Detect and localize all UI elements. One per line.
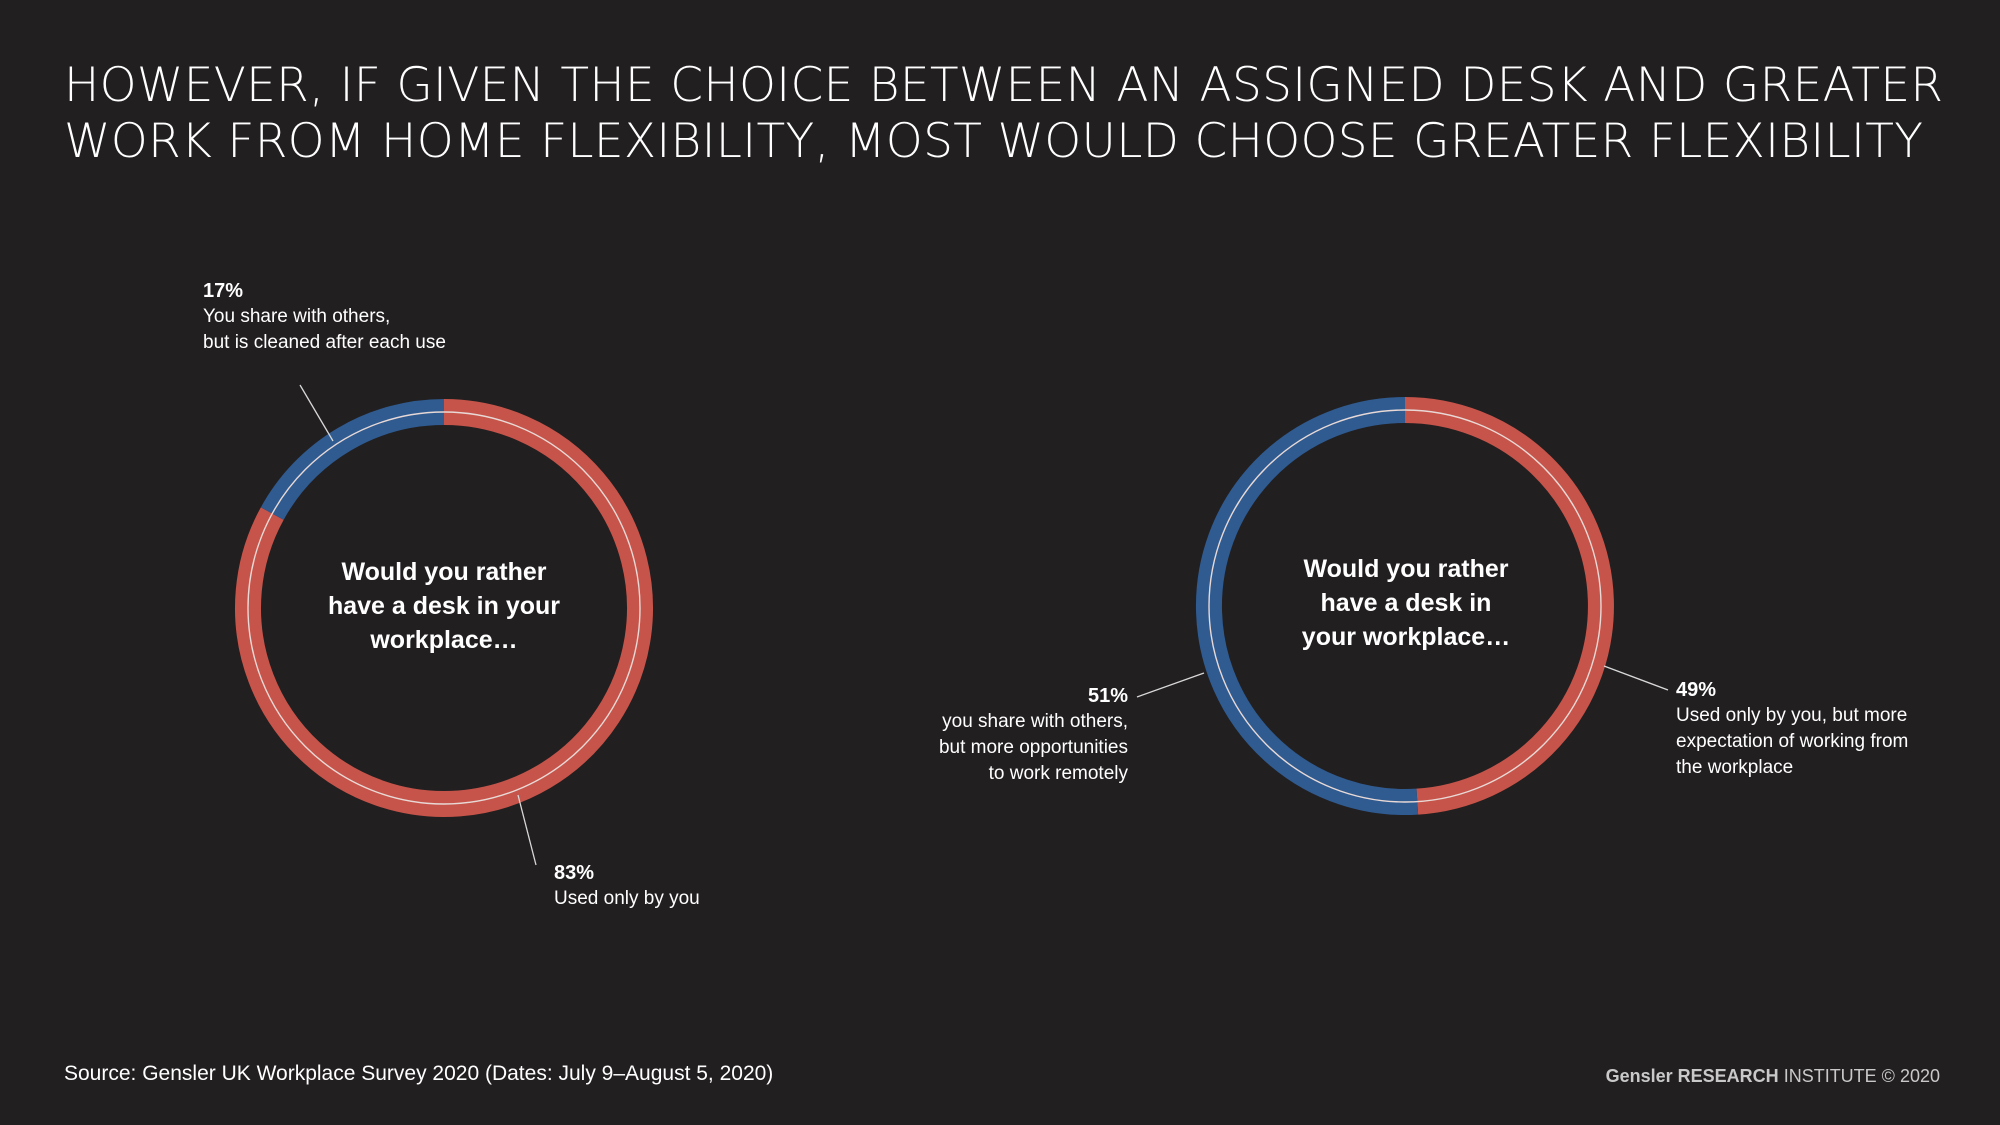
- donut-1-annotation-shared: 17% You share with others, but is cleane…: [203, 278, 446, 356]
- brand-institute: INSTITUTE © 2020: [1783, 1066, 1940, 1086]
- source-note: Source: Gensler UK Workplace Survey 2020…: [64, 1062, 774, 1085]
- chart-title-line-1: HOWEVER, IF GIVEN THE CHOICE BETWEEN AN …: [64, 58, 1944, 113]
- donut-1-annotation-own: 83% Used only by you: [554, 860, 700, 912]
- donut-1-center-line: Would you rather: [341, 558, 547, 586]
- donut-2-own-label: the workplace: [1676, 757, 1794, 778]
- donut-1-slice-shared: [260, 399, 445, 521]
- donut-1-shared-label: You share with others,: [203, 306, 391, 327]
- donut-2-annotation-shared: 51% you share with others, but more oppo…: [888, 683, 1128, 787]
- donut-1-shared-percent: 17%: [203, 280, 244, 302]
- donut-1-leader-line: [517, 794, 537, 866]
- donut-1-center-question: Would you rather have a desk in your wor…: [294, 555, 594, 657]
- chart-title-line-2: WORK FROM HOME FLEXIBILITY, MOST WOULD C…: [64, 114, 1924, 169]
- donut-1-own-label: Used only by you: [554, 888, 700, 909]
- donut-2-own-label: expectation of working from: [1676, 731, 1909, 752]
- donut-2-leader-line: [1136, 672, 1205, 698]
- donut-2-center-line: your workplace…: [1301, 623, 1511, 651]
- donut-2-shared-label: to work remotely: [988, 763, 1128, 784]
- donut-2-annotation-own: 49% Used only by you, but more expectati…: [1676, 677, 1908, 781]
- donut-2-shared-label: you share with others,: [942, 711, 1128, 732]
- donut-1-center-line: have a desk in your: [327, 592, 561, 620]
- donut-2-own-percent: 49%: [1676, 679, 1717, 701]
- donut-2-shared-label: but more opportunities: [938, 737, 1128, 758]
- brand-credit: Gensler RESEARCH INSTITUTE © 2020: [1606, 1066, 1940, 1087]
- donut-1-leader-line: [299, 384, 334, 442]
- chart-title: HOWEVER, IF GIVEN THE CHOICE BETWEEN AN …: [64, 58, 1944, 170]
- brand-name: Gensler RESEARCH: [1605, 1066, 1779, 1086]
- donut-2-own-label: Used only by you, but more: [1676, 705, 1908, 726]
- donut-1-own-percent: 83%: [554, 862, 595, 884]
- donut-2-shared-percent: 51%: [1087, 685, 1128, 707]
- donut-1-inner-ring-line: [247, 411, 641, 805]
- donut-1-shared-label: but is cleaned after each use: [203, 332, 446, 353]
- donut-2-leader-line: [1603, 665, 1669, 691]
- donut-2-inner-ring-line: [1208, 409, 1602, 803]
- donut-1-center-line: workplace…: [370, 626, 518, 654]
- donut-2-center-line: have a desk in: [1320, 589, 1492, 617]
- donut-2-center-question: Would you rather have a desk in your wor…: [1256, 552, 1556, 654]
- donut-2-center-line: Would you rather: [1303, 555, 1509, 583]
